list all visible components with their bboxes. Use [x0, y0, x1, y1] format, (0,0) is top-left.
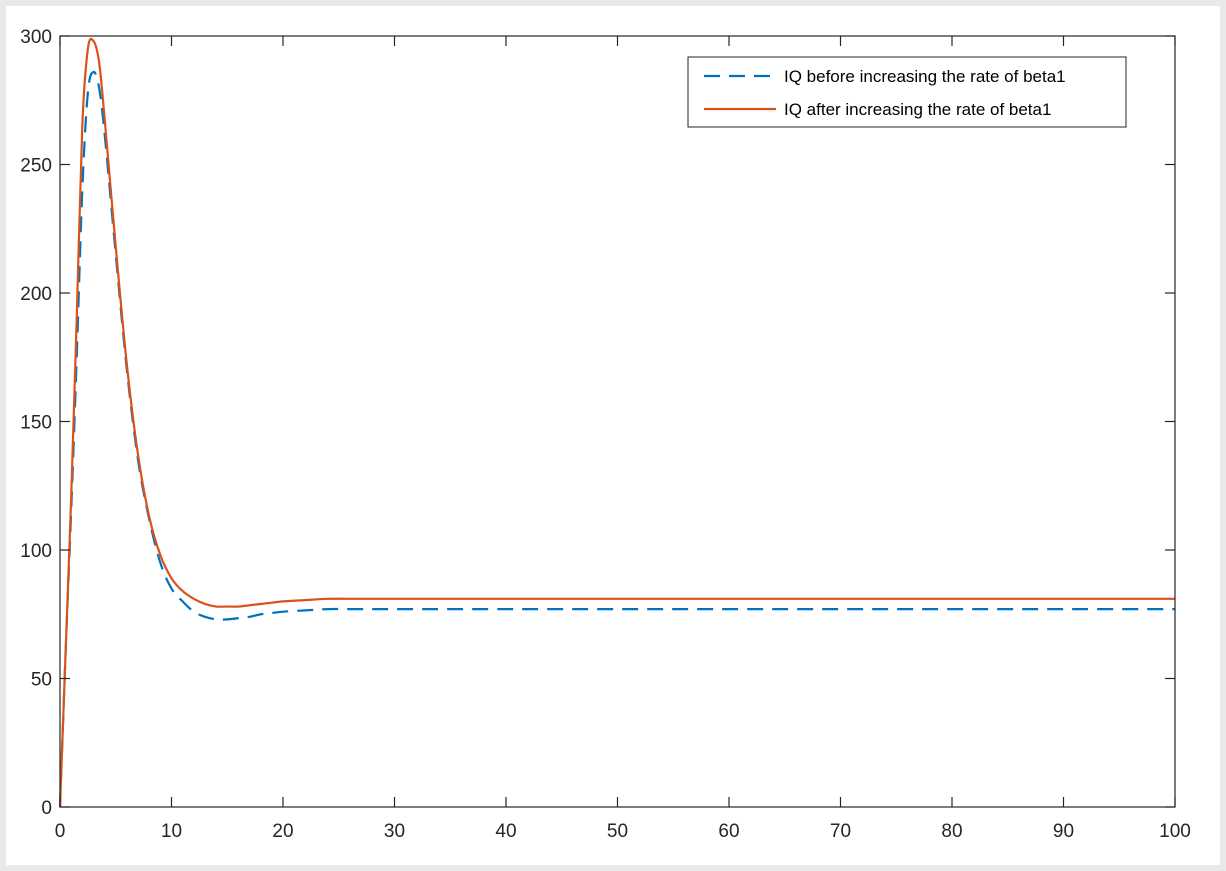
legend-entry-1: IQ before increasing the rate of beta1 — [784, 67, 1066, 86]
x-tick-label: 30 — [384, 821, 405, 842]
y-tick-label: 250 — [20, 156, 52, 177]
y-tick-label: 200 — [20, 284, 52, 305]
y-tick-label: 300 — [20, 27, 52, 48]
line-chart: 0 10 20 30 40 50 60 70 80 90 100 0 50 100 150 200 250 300… — [20, 27, 1191, 842]
y-tick-label: 150 — [20, 413, 52, 434]
plot-area — [60, 36, 1175, 807]
x-tick-label: 40 — [495, 821, 516, 842]
tick-layer: 0 10 20 30 40 50 60 70 80 90 100 0 50 100 150 200 250 300 — [20, 27, 1191, 842]
legend-entry-2: IQ after increasing the rate of beta1 — [784, 100, 1051, 119]
x-tick-label: 90 — [1053, 821, 1074, 842]
x-tick-label: 60 — [718, 821, 739, 842]
y-tick-label: 50 — [31, 670, 52, 691]
y-tick-label: 0 — [41, 798, 52, 819]
series-layer — [58, 37, 1175, 808]
series-line-1 — [58, 70, 1175, 808]
legend-box — [687, 56, 1127, 128]
x-tick-label: 50 — [607, 821, 628, 842]
series-line-2 — [58, 37, 1175, 808]
x-tick-label: 80 — [941, 821, 962, 842]
legend: IQ before increasing the rate of beta1 IQ… — [687, 56, 1127, 128]
x-tick-label: 100 — [1159, 821, 1191, 842]
y-tick-label: 100 — [20, 541, 52, 562]
figure-background: 0 10 20 30 40 50 60 70 80 90 100 0 50 100 150 200 250 300… — [6, 6, 1220, 865]
x-tick-label: 70 — [830, 821, 851, 842]
x-tick-label: 20 — [272, 821, 293, 842]
x-tick-label: 0 — [55, 821, 66, 842]
x-tick-label: 10 — [161, 821, 182, 842]
